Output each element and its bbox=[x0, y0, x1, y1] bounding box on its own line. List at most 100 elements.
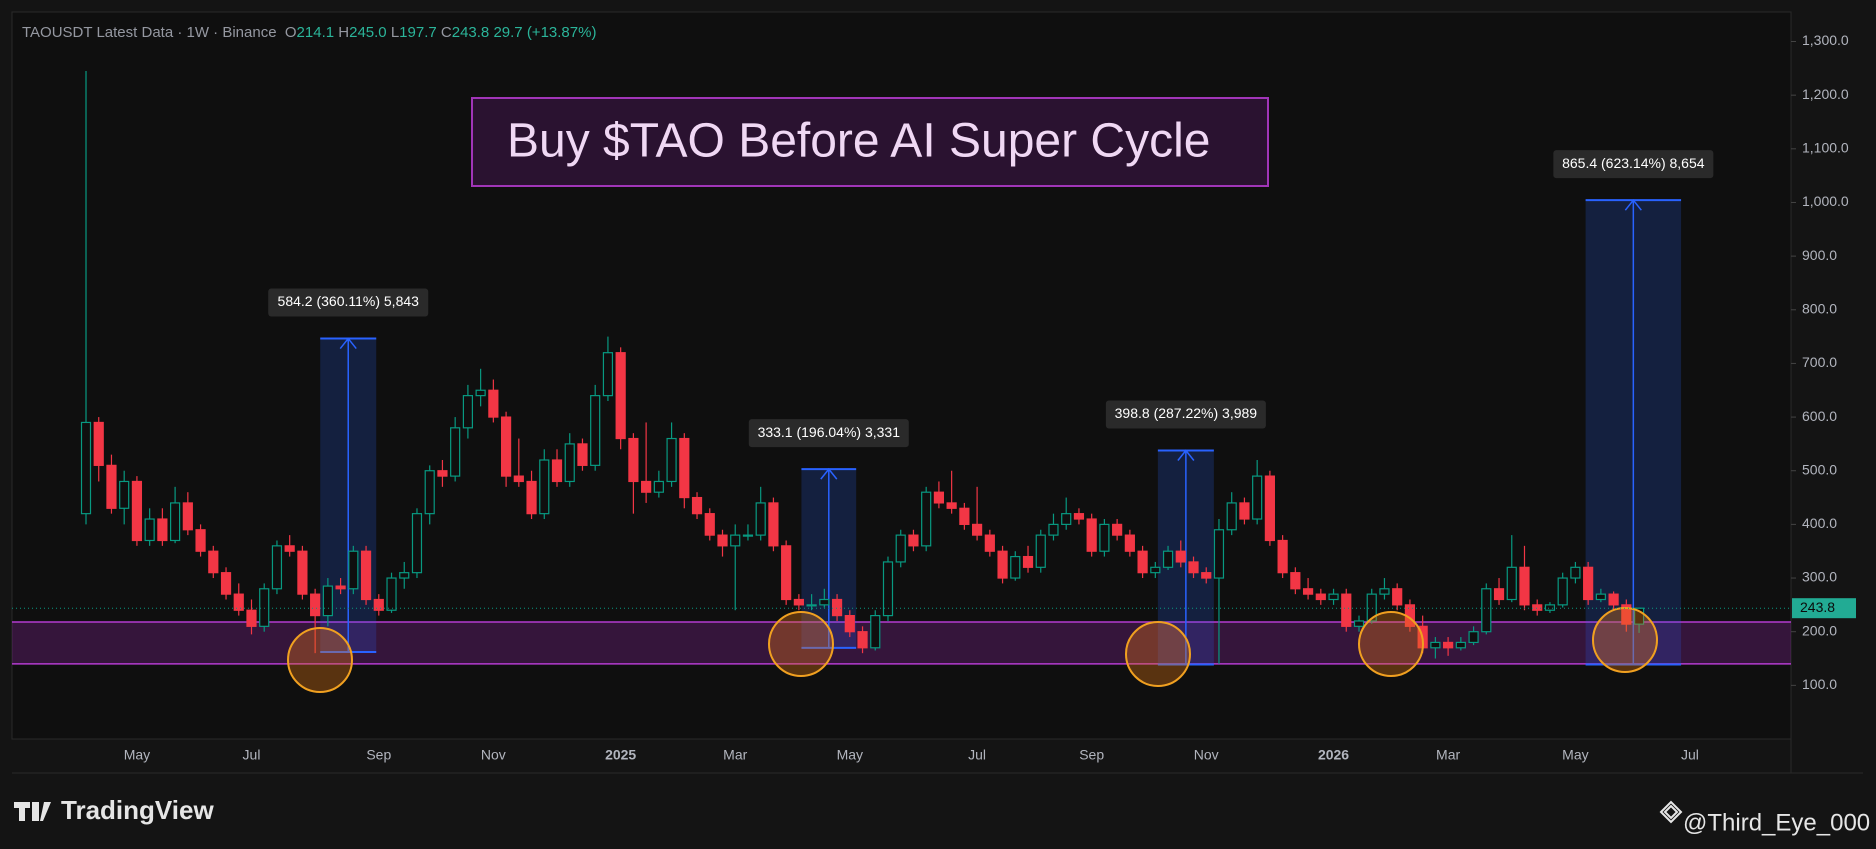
candle-body bbox=[755, 502, 766, 536]
candle-body bbox=[170, 502, 181, 542]
y-tick-label: 400.0 bbox=[1802, 515, 1837, 531]
measure-arrow-head bbox=[1624, 198, 1642, 211]
candle-body bbox=[628, 437, 639, 483]
candle-body bbox=[1086, 518, 1097, 552]
y-tick-label: 500.0 bbox=[1802, 461, 1837, 477]
ohlc-value: 197.7 bbox=[399, 24, 437, 41]
candle-body bbox=[1544, 604, 1556, 611]
candle-body bbox=[80, 421, 92, 515]
candle-body bbox=[602, 352, 614, 397]
ohlc-key: O bbox=[284, 24, 297, 41]
candle-body bbox=[1213, 529, 1225, 579]
candle-body bbox=[933, 491, 945, 504]
candle-body bbox=[526, 480, 537, 515]
x-tick-label: Nov bbox=[1194, 747, 1219, 763]
candle-body bbox=[1150, 566, 1161, 574]
candle-body bbox=[424, 470, 435, 515]
x-tick-label: Jul bbox=[1681, 747, 1699, 763]
candle-body bbox=[895, 534, 906, 563]
candle-body bbox=[1595, 593, 1606, 601]
candle-body bbox=[615, 352, 626, 440]
x-tick-label: Jul bbox=[243, 747, 261, 763]
candle-body bbox=[742, 534, 754, 537]
candle-body bbox=[1443, 641, 1454, 649]
x-tick-label: Jul bbox=[968, 747, 986, 763]
ohlc-value: 245.0 bbox=[349, 24, 387, 41]
candle-body bbox=[1124, 534, 1135, 552]
candle-body bbox=[1557, 577, 1568, 606]
x-tick-label: Mar bbox=[723, 747, 747, 763]
candle-body bbox=[1621, 604, 1632, 625]
candle-body bbox=[1010, 555, 1021, 579]
x-tick-label: May bbox=[1562, 747, 1588, 763]
measure-label-box bbox=[1105, 400, 1266, 429]
candle-body bbox=[819, 598, 830, 606]
candle-body bbox=[653, 480, 664, 493]
candle-body bbox=[691, 496, 703, 515]
ohlc-value: 214.1 bbox=[296, 24, 335, 41]
candle-body bbox=[1162, 550, 1174, 568]
y-tick-label: 200.0 bbox=[1802, 622, 1837, 638]
highlight-circle bbox=[768, 611, 834, 677]
candle-body bbox=[959, 507, 970, 525]
candle-body bbox=[564, 443, 575, 483]
candle-body bbox=[1252, 475, 1263, 520]
measure-label: 584.2 (360.11%) 5,843 bbox=[278, 293, 420, 309]
title-box bbox=[471, 97, 1269, 187]
chart-title: Buy $TAO Before AI Super Cycle bbox=[507, 115, 1210, 168]
candle-body bbox=[1493, 588, 1505, 601]
logo-shape bbox=[14, 802, 51, 821]
ohlc-key: H bbox=[338, 24, 350, 41]
candle-body bbox=[1073, 513, 1085, 520]
ohlc-value: 243.8 bbox=[451, 24, 490, 41]
y-tick-label: 100.0 bbox=[1802, 676, 1837, 692]
candle-body bbox=[411, 513, 423, 574]
measure-label: 398.8 (287.22%) 3,989 bbox=[1115, 405, 1258, 421]
candle-body bbox=[322, 585, 333, 617]
y-tick-label: 1,000.0 bbox=[1802, 193, 1849, 209]
candle-body bbox=[1328, 593, 1339, 601]
brand-logo bbox=[14, 802, 51, 821]
candle-body bbox=[844, 614, 855, 633]
candle-body bbox=[144, 518, 155, 542]
candle-body bbox=[984, 534, 995, 552]
candle-body bbox=[513, 475, 524, 483]
x-tick-label: Sep bbox=[1079, 747, 1104, 763]
candle-body bbox=[1239, 502, 1250, 520]
measure-arrow-head bbox=[820, 467, 838, 480]
measure-label-box bbox=[748, 419, 909, 448]
candle-body bbox=[1583, 566, 1594, 601]
candle-body bbox=[1608, 593, 1619, 606]
y-tick-label: 600.0 bbox=[1802, 408, 1837, 424]
candle-body bbox=[1519, 566, 1530, 606]
candle-body bbox=[857, 631, 868, 649]
candle-body bbox=[1392, 588, 1403, 606]
candle-body bbox=[220, 572, 232, 595]
candle-body bbox=[1315, 593, 1326, 601]
candle-body bbox=[1137, 550, 1148, 574]
candle-body bbox=[195, 529, 206, 552]
candle-body bbox=[259, 588, 270, 627]
candle-body bbox=[360, 550, 372, 601]
candle-body bbox=[1633, 607, 1645, 625]
candle-body bbox=[450, 427, 461, 477]
candle-body bbox=[182, 502, 193, 531]
candle-body bbox=[806, 604, 817, 607]
highlight-circle bbox=[1592, 607, 1658, 673]
candle-body bbox=[1353, 620, 1365, 627]
candle-body bbox=[1061, 513, 1072, 525]
candle-body bbox=[106, 464, 117, 509]
candle-body bbox=[297, 550, 308, 595]
candle-body bbox=[1175, 550, 1186, 563]
candle-body bbox=[781, 545, 792, 601]
y-tick-label: 900.0 bbox=[1802, 247, 1837, 263]
candle-body bbox=[1506, 566, 1517, 601]
candle-body bbox=[335, 585, 346, 590]
candle-body bbox=[1201, 572, 1212, 579]
candle-body bbox=[971, 523, 983, 536]
symbol: TAOUSDT Latest Data · 1W · Binance bbox=[22, 24, 277, 41]
x-tick-label: Mar bbox=[1436, 747, 1460, 763]
candle-body bbox=[1430, 641, 1441, 649]
